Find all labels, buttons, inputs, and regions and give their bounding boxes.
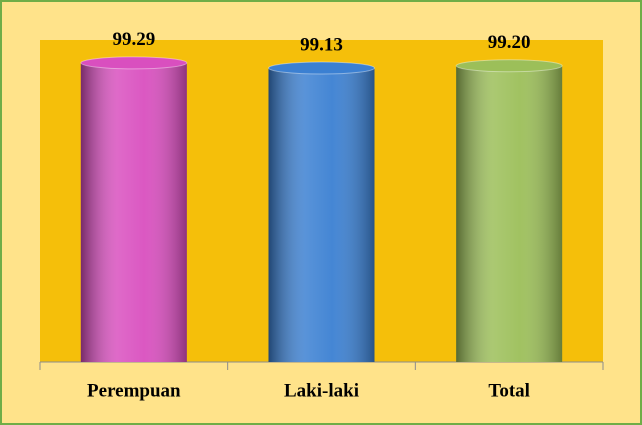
data-label: 99.13 (300, 34, 343, 55)
bar-top (268, 61, 375, 75)
data-label: 99.20 (488, 32, 531, 53)
x-tick-label: Total (488, 380, 530, 401)
bar-shade (80, 62, 187, 362)
bar-shade (456, 65, 563, 362)
bar-top (455, 59, 563, 73)
x-tick-label: Laki-laki (284, 380, 359, 401)
data-label: 99.29 (112, 29, 155, 50)
bar-top (80, 56, 188, 70)
bar-shade (268, 68, 375, 362)
x-tick-label: Perempuan (87, 380, 181, 401)
